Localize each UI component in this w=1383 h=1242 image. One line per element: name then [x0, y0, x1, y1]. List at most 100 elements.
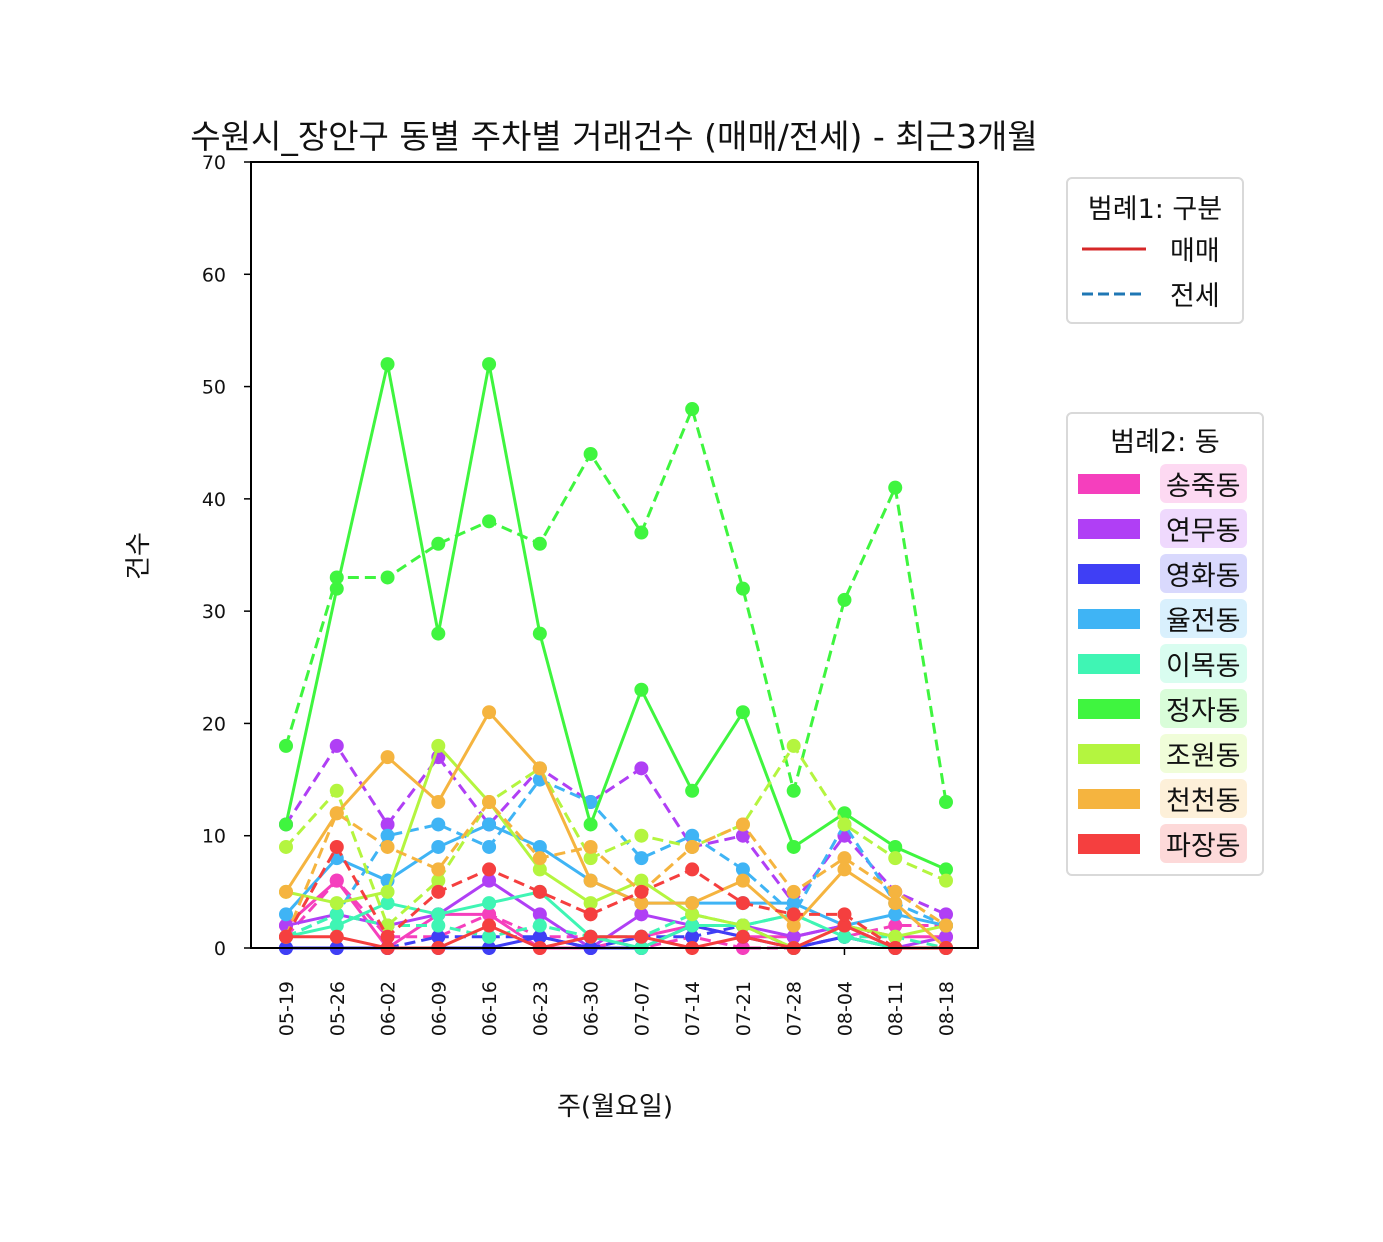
data-point — [583, 817, 598, 832]
legend-dong-row: 율전동 — [1068, 596, 1262, 641]
data-point — [939, 873, 953, 888]
data-point — [279, 738, 293, 753]
data-point — [583, 839, 598, 854]
legend-dong-label: 송죽동 — [1160, 464, 1247, 503]
data-point — [431, 817, 446, 832]
data-point — [634, 907, 649, 922]
data-point — [685, 839, 700, 854]
x-tick-label: 06-09 — [428, 981, 450, 1036]
legend-color-patch — [1078, 833, 1140, 854]
series-path — [284, 845, 946, 950]
data-point — [634, 851, 649, 866]
plot-area — [279, 357, 953, 955]
legend-type-title: 범례1: 구분 — [1087, 194, 1223, 225]
legend-color-patch — [1078, 608, 1140, 629]
legend-color-patch — [1078, 653, 1140, 674]
data-point — [786, 738, 801, 753]
data-point — [329, 570, 344, 585]
data-point — [532, 918, 547, 933]
data-point — [634, 525, 649, 540]
data-point — [329, 839, 344, 854]
data-point — [888, 884, 903, 899]
chart-title: 수원시_장안구 동별 주차별 거래건수 (매매/전세) - 최근3개월 — [190, 117, 1038, 156]
data-point — [329, 738, 344, 753]
data-point — [939, 795, 953, 810]
data-point — [431, 862, 446, 877]
data-point — [837, 862, 852, 877]
x-tick-label: 06-16 — [479, 981, 501, 1036]
data-point — [786, 907, 801, 922]
data-point — [634, 682, 649, 697]
x-tick-label: 08-18 — [936, 981, 958, 1036]
legend-color-patch — [1078, 473, 1140, 494]
x-tick-label: 08-11 — [885, 981, 907, 1036]
data-point — [786, 929, 801, 944]
legend-dong-label: 연무동 — [1160, 509, 1247, 548]
data-point — [583, 929, 598, 944]
data-point — [532, 839, 547, 854]
data-point — [482, 907, 497, 922]
data-point — [685, 402, 700, 417]
data-point — [431, 884, 446, 899]
data-point — [634, 884, 649, 899]
data-point — [583, 896, 598, 911]
data-point — [735, 929, 750, 944]
x-tick-label: 07-07 — [631, 981, 653, 1036]
x-tick-label: 06-23 — [530, 981, 552, 1036]
data-point — [482, 357, 497, 372]
x-tick-label: 07-21 — [733, 981, 755, 1036]
legend-dong-row: 연무동 — [1068, 506, 1262, 551]
data-point — [431, 626, 446, 641]
data-point — [685, 828, 700, 843]
data-point — [279, 929, 293, 944]
data-point — [888, 851, 903, 866]
data-point — [735, 862, 750, 877]
legend-dong-row: 조원동 — [1068, 731, 1262, 776]
data-point — [431, 873, 446, 888]
data-point — [532, 536, 547, 551]
data-point — [279, 884, 293, 899]
data-point — [431, 907, 446, 922]
legend-dong-row: 영화동 — [1068, 551, 1262, 596]
data-point — [329, 783, 344, 798]
x-axis-label: 주(월요일) — [557, 1092, 673, 1122]
data-point — [786, 918, 801, 933]
y-axis: 0 10 20 30 40 50 60 70 — [202, 152, 251, 960]
series-line — [279, 705, 953, 955]
data-point — [431, 536, 446, 551]
data-point — [735, 705, 750, 720]
data-point — [888, 918, 903, 933]
data-point — [329, 896, 344, 911]
data-point — [939, 862, 953, 877]
data-point — [888, 929, 903, 944]
data-point — [634, 929, 649, 944]
legend-dong-label: 율전동 — [1160, 599, 1247, 638]
legend-dong-title: 범례2: 동 — [1110, 427, 1220, 458]
series-line — [279, 357, 953, 877]
data-point — [329, 873, 344, 888]
y-tick-label: 30 — [202, 601, 226, 623]
data-point — [532, 851, 547, 866]
legend-dong-row: 천천동 — [1068, 776, 1262, 821]
x-tick-label: 07-28 — [784, 981, 806, 1036]
data-point — [532, 862, 547, 877]
data-point — [532, 929, 547, 944]
series-path — [284, 362, 947, 871]
legend-color-patch — [1078, 788, 1140, 809]
data-point — [583, 851, 598, 866]
data-point — [939, 907, 953, 922]
data-point — [380, 896, 395, 911]
data-point — [532, 626, 547, 641]
series-path — [285, 879, 947, 950]
data-point — [634, 761, 649, 776]
data-point — [786, 884, 801, 899]
series-path — [284, 710, 947, 950]
legend-dong: 범례2: 동 송죽동 연무동 영화동 율전동 이목동 정자동 조원동 천천동 파장동 — [1066, 412, 1264, 876]
data-point — [482, 705, 497, 720]
data-point — [685, 896, 700, 911]
data-point — [634, 873, 649, 888]
data-point — [735, 918, 750, 933]
data-point — [837, 918, 852, 933]
legend-type-label: 전세 — [1170, 281, 1220, 312]
data-point — [431, 929, 446, 944]
